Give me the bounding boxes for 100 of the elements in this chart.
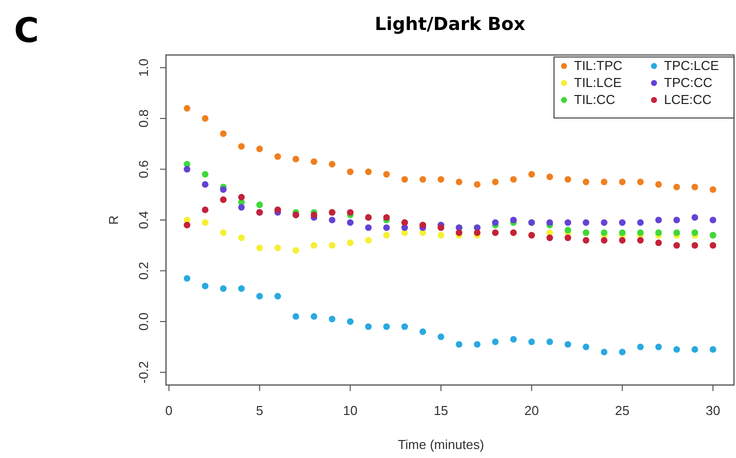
point <box>492 178 499 186</box>
point <box>618 219 626 226</box>
legend-label: TIL:CC <box>574 92 616 107</box>
point <box>618 237 626 244</box>
point <box>365 237 372 244</box>
point <box>564 219 572 226</box>
x-tick-label: 25 <box>615 403 630 418</box>
point <box>365 168 372 176</box>
point <box>184 275 190 282</box>
y-tick-label: 0.2 <box>136 262 151 280</box>
point <box>365 323 372 330</box>
point <box>310 158 318 165</box>
point <box>184 222 190 228</box>
point <box>618 229 626 236</box>
point <box>256 146 263 152</box>
point <box>492 219 499 226</box>
point <box>637 178 644 186</box>
point <box>546 234 554 242</box>
point <box>383 214 390 221</box>
point <box>419 328 426 335</box>
legend-label: TIL:TPC <box>574 58 622 73</box>
point <box>438 333 444 340</box>
point <box>274 153 282 160</box>
point <box>710 346 716 353</box>
point <box>637 237 644 244</box>
point <box>202 282 208 290</box>
point <box>310 242 318 249</box>
point <box>600 178 608 186</box>
point <box>274 292 282 300</box>
point <box>238 204 245 211</box>
point <box>383 224 390 231</box>
point <box>600 219 608 226</box>
point <box>438 224 444 231</box>
point <box>328 160 336 168</box>
point <box>292 156 300 162</box>
point <box>637 229 644 236</box>
point <box>492 338 499 346</box>
point <box>383 171 390 178</box>
point <box>202 171 208 178</box>
legend-label: LCE:CC <box>664 92 712 107</box>
point <box>456 341 462 348</box>
point <box>582 237 590 244</box>
point <box>673 346 680 353</box>
point <box>401 323 408 330</box>
point <box>202 115 208 122</box>
point <box>564 341 572 348</box>
point <box>346 219 354 226</box>
point <box>238 285 245 292</box>
point <box>510 336 517 343</box>
x-tick-label: 15 <box>434 403 448 418</box>
point <box>618 348 626 356</box>
point <box>510 176 517 183</box>
point <box>692 346 698 353</box>
x-tick-label: 20 <box>524 403 539 418</box>
point <box>456 229 462 236</box>
point <box>655 229 662 236</box>
point <box>238 194 245 200</box>
point <box>184 166 190 173</box>
point <box>328 242 336 249</box>
point <box>184 105 190 112</box>
y-tick-label: 1.0 <box>136 58 151 77</box>
point <box>220 186 227 193</box>
point <box>692 214 698 221</box>
point <box>419 176 426 183</box>
point <box>328 216 336 224</box>
point <box>401 176 408 183</box>
point <box>655 344 662 350</box>
point <box>310 313 318 320</box>
point <box>564 226 572 234</box>
point <box>618 178 626 186</box>
y-axis-title: R <box>106 215 121 225</box>
point <box>346 209 354 216</box>
point <box>274 244 282 252</box>
legend-label: TPC:LCE <box>664 58 720 73</box>
point <box>238 143 245 150</box>
x-tick-label: 30 <box>706 403 720 418</box>
point <box>202 181 208 188</box>
point <box>383 323 390 330</box>
point <box>474 229 481 236</box>
y-tick-label: 0.6 <box>136 160 151 178</box>
legend-label: TPC:CC <box>664 75 712 90</box>
point <box>474 181 481 188</box>
chart-title: Light/Dark Box <box>374 14 526 35</box>
point <box>474 341 481 348</box>
point <box>710 242 716 249</box>
point <box>710 216 716 224</box>
y-tick-label: 0.4 <box>136 210 151 230</box>
point <box>438 176 444 183</box>
point <box>346 168 354 176</box>
point <box>710 186 716 193</box>
point <box>202 206 208 214</box>
point <box>655 181 662 188</box>
point <box>673 242 680 249</box>
x-tick-label: 0 <box>165 403 173 418</box>
point <box>383 232 390 239</box>
x-tick-label: 5 <box>256 403 264 418</box>
point <box>346 240 354 246</box>
point <box>600 237 608 244</box>
point <box>292 313 300 320</box>
point <box>438 232 444 239</box>
